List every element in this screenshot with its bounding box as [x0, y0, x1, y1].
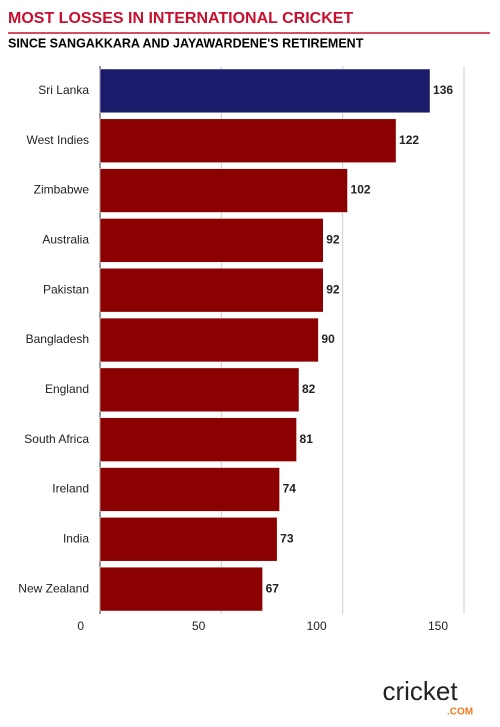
bar [99, 218, 324, 263]
value-label: 81 [300, 432, 314, 446]
value-label: 73 [280, 531, 294, 545]
y-tick-label: Zimbabwe [34, 183, 90, 197]
y-tick-label: Australia [42, 233, 89, 247]
x-tick-label: 0 [77, 619, 84, 633]
bar [99, 118, 397, 163]
y-tick-label: South Africa [24, 432, 89, 446]
bar [99, 168, 348, 213]
y-tick-label: New Zealand [18, 581, 89, 595]
x-tick-label: 100 [307, 619, 327, 633]
value-label: 102 [351, 183, 371, 197]
bar [99, 317, 319, 363]
x-tick-label: 50 [192, 619, 206, 633]
bar [99, 566, 263, 612]
y-tick-label: Sri Lanka [38, 83, 89, 97]
value-label: 67 [266, 581, 280, 595]
value-label: 122 [399, 133, 419, 147]
bar [99, 367, 300, 412]
value-label: 82 [302, 382, 316, 396]
logo: cricket [382, 676, 458, 706]
x-tick-label: 150 [428, 619, 448, 633]
y-tick-label: Ireland [52, 482, 89, 496]
bar [99, 268, 324, 313]
logo-suffix: .COM [447, 707, 473, 718]
y-tick-label: Bangladesh [26, 332, 89, 346]
value-label: 92 [326, 233, 340, 247]
bar [99, 417, 297, 462]
value-label: 92 [326, 282, 340, 296]
bar [99, 467, 280, 512]
bar [99, 68, 431, 114]
y-tick-label: West Indies [27, 133, 89, 147]
y-tick-label: India [63, 531, 89, 545]
y-tick-label: Pakistan [43, 282, 89, 296]
y-tick-label: England [45, 382, 89, 396]
chart-subtitle: SINCE SANGAKKARA AND JAYAWARDENE'S RETIR… [8, 36, 364, 50]
bar [99, 517, 278, 562]
chart-title: MOST LOSSES IN INTERNATIONAL CRICKET [8, 10, 353, 27]
value-label: 74 [283, 482, 297, 496]
value-label: 90 [321, 332, 335, 346]
value-label: 136 [433, 83, 453, 97]
